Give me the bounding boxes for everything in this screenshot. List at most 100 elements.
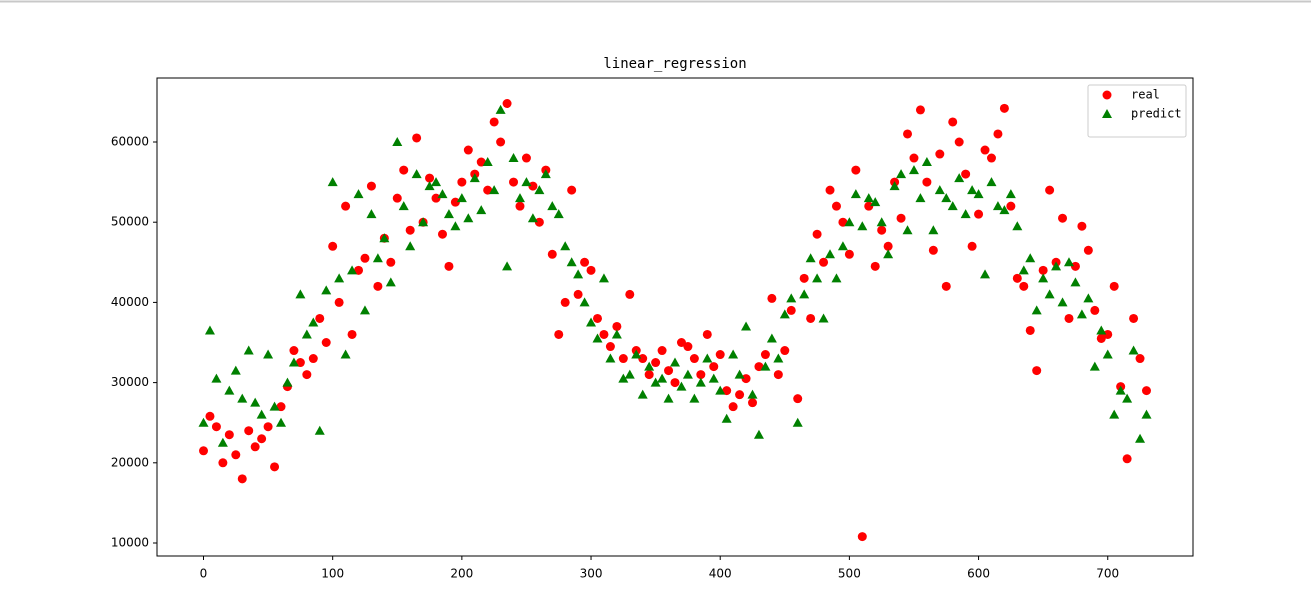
point [308,317,319,327]
point [676,381,687,391]
point [993,129,1003,139]
point [908,165,919,175]
point [909,153,919,163]
point [353,189,364,199]
point [618,354,628,364]
point [611,329,622,339]
x-tick-label: 100 [321,567,344,581]
point [747,389,758,399]
point [682,369,693,379]
point [883,249,894,259]
point [495,104,506,114]
point [766,333,777,343]
point [566,257,577,267]
point [812,273,823,283]
point [328,241,338,251]
point [741,374,751,384]
point [560,241,571,251]
point [211,373,222,383]
point [735,390,745,400]
point [592,313,602,323]
point [270,462,280,472]
point [1109,409,1120,419]
point [534,185,545,195]
point [573,289,583,299]
point [1090,305,1100,315]
point [276,402,286,412]
point [1051,261,1062,271]
point [799,273,809,283]
point [463,213,474,223]
point [288,357,299,367]
point [399,165,409,175]
point [663,393,674,403]
point [1102,349,1113,359]
point [211,422,221,432]
y-tick-label: 10000 [111,536,149,550]
point [341,201,351,211]
point [586,317,597,327]
point [805,253,816,263]
point [1135,433,1146,443]
point [1064,313,1074,323]
point [314,425,325,435]
point [1038,273,1049,283]
point [980,269,991,279]
point [818,313,829,323]
axes-frame [156,77,1194,557]
point [915,193,926,203]
point [230,365,241,375]
point [786,293,797,303]
point [1103,329,1113,339]
point [773,370,783,380]
point [657,373,668,383]
point [263,422,273,432]
point [728,402,738,412]
point [850,189,861,199]
point [644,361,655,371]
point [844,249,854,259]
point [877,225,887,235]
point [734,369,745,379]
point [947,201,958,211]
point [928,225,939,235]
point [683,342,693,352]
point [792,417,803,427]
point [1044,289,1055,299]
point [760,350,770,360]
point [496,137,506,147]
point [579,297,590,307]
point [1005,189,1016,199]
point [521,153,531,163]
point [450,221,461,231]
point [540,169,551,179]
point [250,442,260,452]
point [205,411,215,421]
point [934,185,945,195]
legend-marker [1102,109,1112,118]
point [560,297,570,307]
point [973,189,984,199]
point [722,386,732,396]
point [779,309,790,319]
point [398,201,409,211]
point [637,389,648,399]
point [199,446,209,456]
point [851,165,861,175]
point [831,273,842,283]
point [502,261,513,271]
y-tick-label: 30000 [111,375,149,389]
point [224,430,234,440]
point [825,185,835,195]
point [598,273,609,283]
point [689,393,700,403]
point [502,99,512,109]
point [444,261,454,271]
point [1128,345,1139,355]
point [366,209,377,219]
point [405,241,416,251]
point [1070,277,1081,287]
point [961,169,971,179]
point [289,346,299,356]
